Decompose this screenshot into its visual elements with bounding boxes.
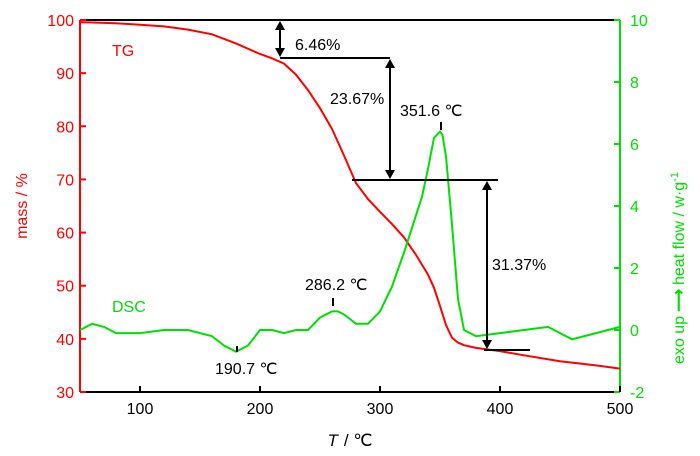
x-axis-title: T / ℃	[328, 431, 373, 450]
right-tick-label: -2	[630, 385, 644, 402]
left-tick-label: 90	[56, 66, 74, 83]
left-tick-label: 60	[56, 226, 74, 243]
x-tick-label: 300	[367, 401, 394, 418]
mass-loss-markers	[236, 26, 530, 352]
peak-351-label: 351.6 ℃	[400, 103, 462, 120]
left-tick-label: 100	[47, 13, 74, 30]
right-tick-label: 8	[630, 75, 639, 92]
step2-arrow-up	[385, 59, 395, 68]
left-axis-title: mass / %	[14, 173, 31, 239]
step2-arrow-down	[385, 170, 395, 179]
tg-series-label: TG	[112, 43, 134, 60]
peak-190-label: 190.7 ℃	[215, 361, 277, 378]
arrow-heads	[275, 21, 492, 349]
left-tick-label: 70	[56, 172, 74, 189]
right-axis-title: exo up⟶heat flow / w·g-1	[669, 172, 688, 364]
right-ticks: -2 0 2 4 6 8 10	[614, 13, 648, 402]
mass-loss-1-label: 6.46%	[295, 37, 340, 54]
left-ticks: 30 40 50 60 70 80 90 100	[47, 13, 86, 402]
left-tick-label: 30	[56, 385, 74, 402]
right-tick-label: 4	[630, 199, 639, 216]
x-tick-label: 200	[247, 401, 274, 418]
step1-arrow-down	[275, 48, 285, 57]
right-tick-label: 10	[630, 13, 648, 30]
x-tick-label: 400	[487, 401, 514, 418]
peak-286-label: 286.2 ℃	[305, 277, 367, 294]
step1-arrow-up	[275, 21, 285, 30]
dsc-series-line	[79, 130, 621, 353]
left-tick-label: 40	[56, 332, 74, 349]
left-tick-label: 50	[56, 279, 74, 296]
step3-arrow-down	[482, 340, 492, 349]
mass-loss-3-label: 31.37%	[492, 257, 546, 274]
right-tick-label: 0	[630, 323, 639, 340]
x-tick-label: 100	[127, 401, 154, 418]
right-tick-label: 6	[630, 137, 639, 154]
mass-loss-2-label: 23.67%	[330, 91, 384, 108]
x-ticks: 100 200 300 400 500	[127, 386, 634, 418]
left-tick-label: 80	[56, 119, 74, 136]
tg-series-line	[79, 21, 621, 370]
x-tick-label: 500	[607, 401, 634, 418]
right-tick-label: 2	[630, 261, 639, 278]
dsc-series-label: DSC	[112, 299, 146, 316]
step3-arrow-up	[482, 181, 492, 190]
